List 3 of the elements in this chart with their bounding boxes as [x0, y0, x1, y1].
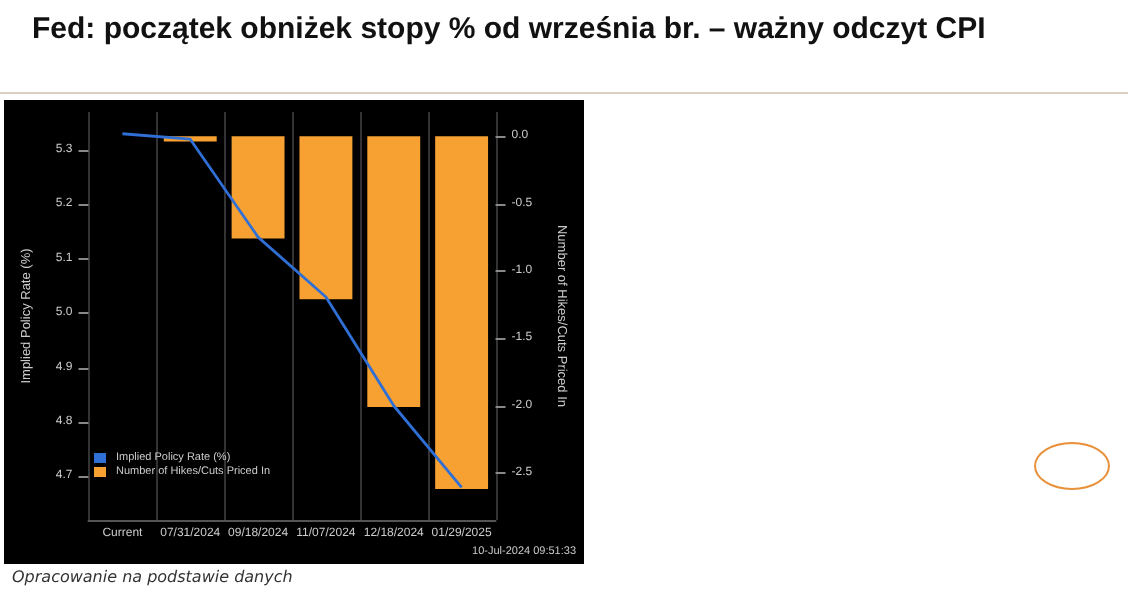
chart-title: Fed: początek obniżek stopy % od września br. – ważny odczyt CPI: [32, 12, 986, 46]
line-series: [121, 132, 463, 489]
text: Opracowanie na podstawie danych: [12, 568, 293, 586]
